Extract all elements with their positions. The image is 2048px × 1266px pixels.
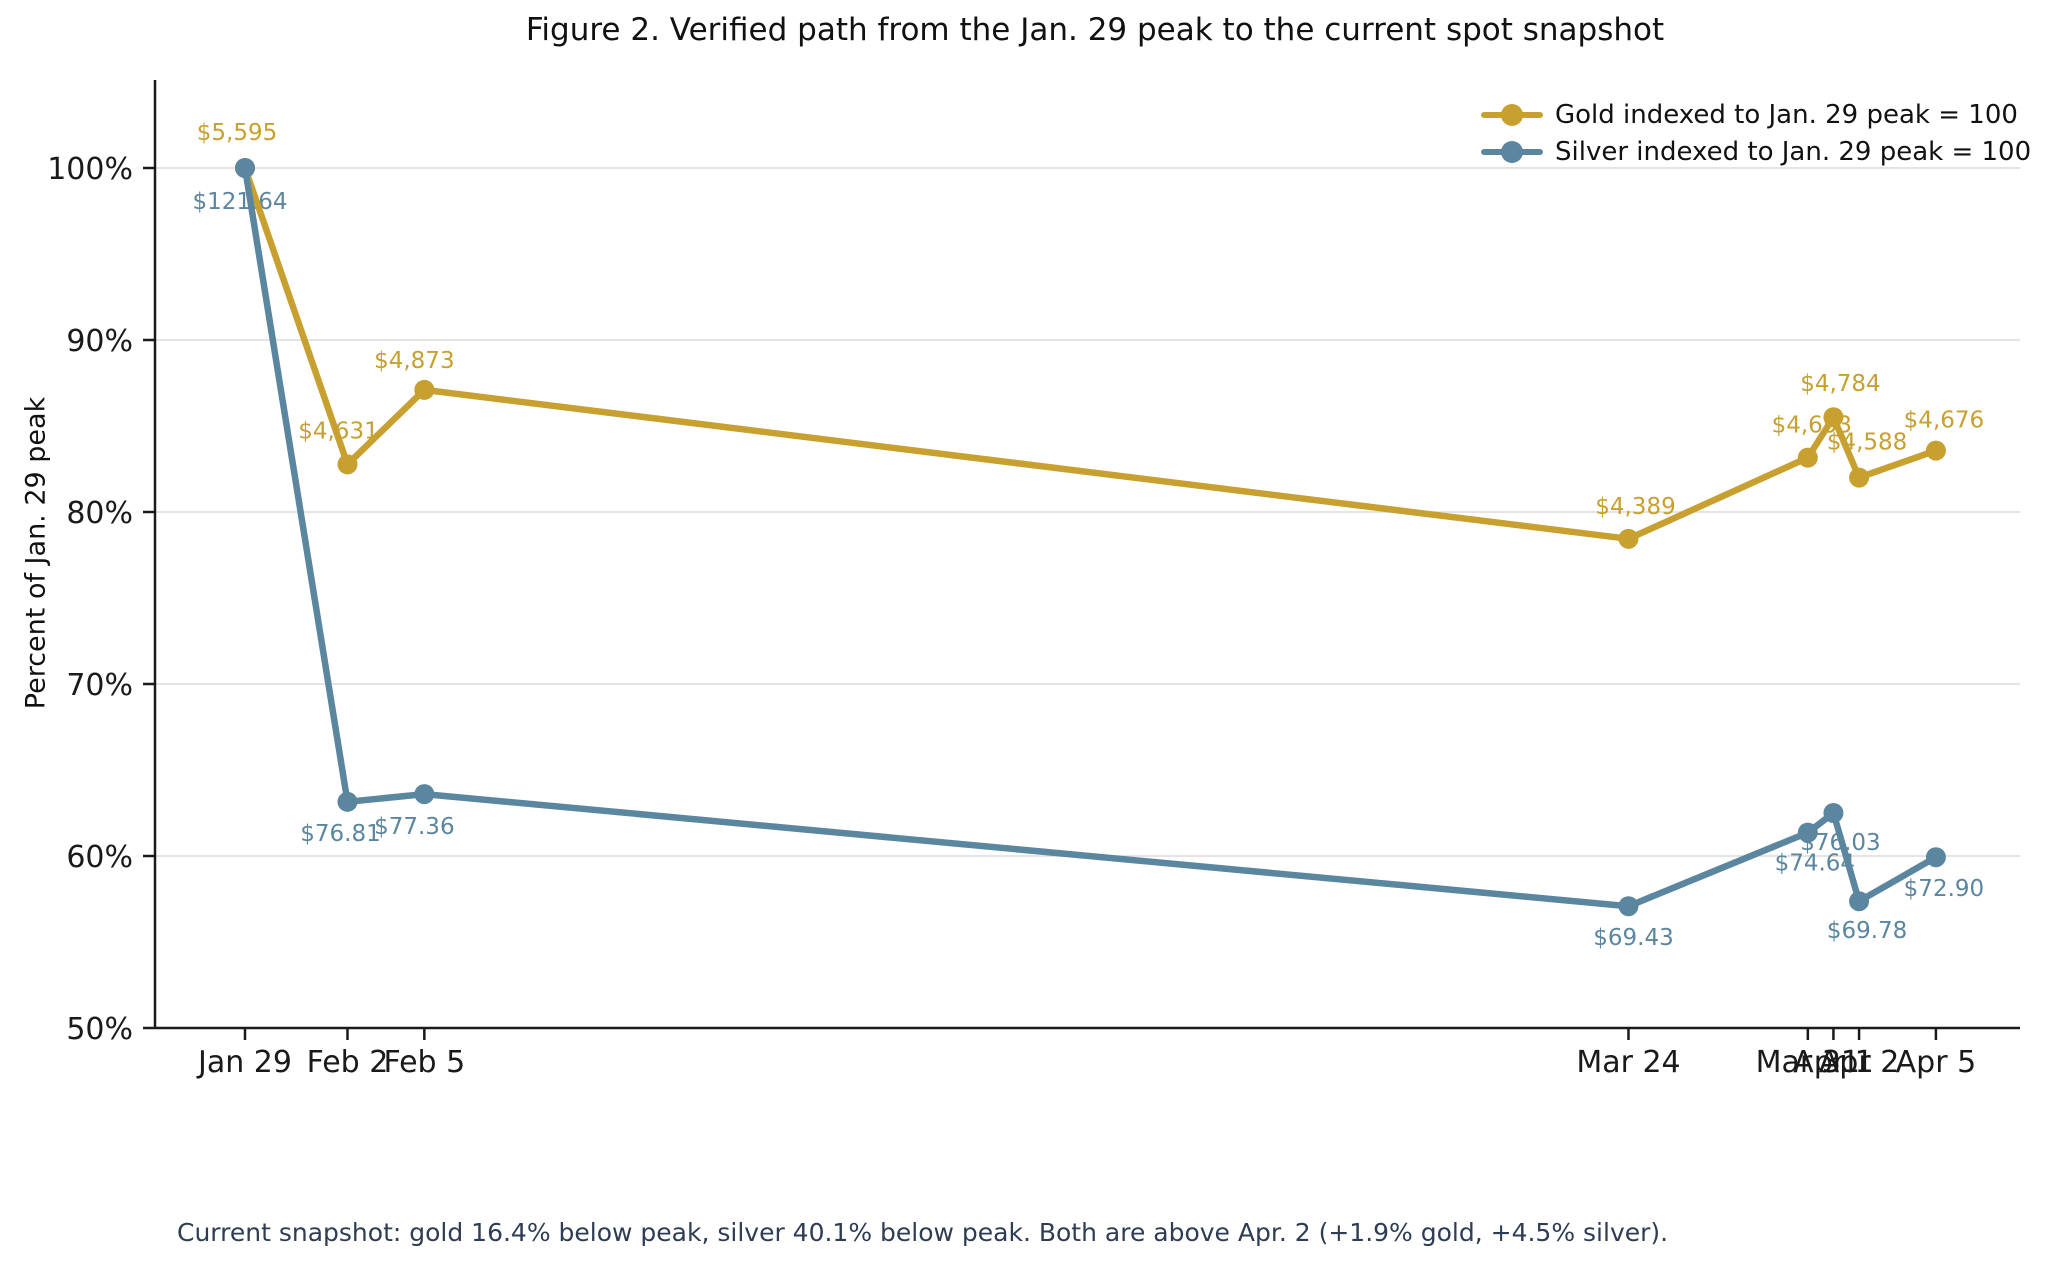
silver-point-label: $121.64 bbox=[192, 189, 287, 215]
legend-item-silver: Silver indexed to Jan. 29 peak = 100 bbox=[1481, 133, 2031, 170]
gold-point bbox=[1797, 447, 1818, 468]
silver-point-label: $72.90 bbox=[1904, 876, 1984, 902]
silver-series bbox=[235, 158, 1946, 917]
gold-point bbox=[337, 454, 358, 475]
silver-point-label: $69.43 bbox=[1593, 925, 1673, 951]
y-axis-label: Percent of Jan. 29 peak bbox=[20, 396, 52, 710]
gold-point-label: $4,784 bbox=[1800, 371, 1880, 397]
silver-point-label: $74.64 bbox=[1775, 851, 1855, 877]
gold-point bbox=[1618, 528, 1639, 549]
y-tick-label: 90% bbox=[66, 324, 133, 359]
x-tick-label: Apr 1 bbox=[1793, 1045, 1874, 1080]
silver-point bbox=[1823, 803, 1844, 823]
silver-point bbox=[414, 784, 435, 805]
legend-label-silver: Silver indexed to Jan. 29 peak = 100 bbox=[1555, 136, 2032, 167]
y-tick-label: 50% bbox=[66, 1012, 133, 1047]
silver-point bbox=[1849, 891, 1870, 912]
gold-point bbox=[1823, 407, 1844, 428]
x-tick-label: Apr 2 bbox=[1819, 1045, 1900, 1080]
gold-point-label: $5,595 bbox=[197, 120, 277, 146]
legend-item-gold: Gold indexed to Jan. 29 peak = 100 bbox=[1481, 96, 2031, 133]
gold-point bbox=[1849, 467, 1870, 488]
silver-line-swatch-icon bbox=[1481, 140, 1543, 163]
y-tick-label: 60% bbox=[66, 840, 133, 875]
gold-series bbox=[235, 158, 1946, 549]
gold-point-label: $4,389 bbox=[1595, 494, 1675, 520]
y-tick-label: 70% bbox=[66, 668, 133, 703]
silver-point-label: $77.36 bbox=[374, 814, 454, 840]
silver-point bbox=[235, 158, 255, 178]
x-tick-label: Apr 5 bbox=[1896, 1045, 1977, 1080]
gold-point bbox=[1925, 440, 1946, 461]
gold-point-label: $4,873 bbox=[374, 348, 454, 374]
legend-label-gold: Gold indexed to Jan. 29 peak = 100 bbox=[1555, 99, 2018, 130]
silver-point bbox=[1618, 896, 1639, 917]
point-labels: $5,595$4,631$4,873$4,389$4,653$4,784$4,5… bbox=[192, 120, 1984, 951]
gold-point bbox=[414, 379, 435, 400]
silver-point bbox=[337, 791, 358, 812]
silver-point bbox=[1925, 847, 1946, 868]
chart-title: Figure 2. Verified path from the Jan. 29… bbox=[525, 12, 1665, 48]
gold-point-label: $4,676 bbox=[1904, 408, 1984, 434]
x-tick-label: Mar 24 bbox=[1576, 1045, 1680, 1080]
gold-line-swatch-icon bbox=[1481, 103, 1543, 126]
gridlines bbox=[155, 167, 2020, 1029]
caption-text: Current snapshot: gold 16.4% below peak,… bbox=[177, 1218, 1669, 1247]
silver-point-label: $76.81 bbox=[300, 821, 380, 847]
y-tick-label: 100% bbox=[47, 152, 133, 187]
x-tick-label: Jan 29 bbox=[196, 1045, 292, 1080]
x-tick-label: Feb 2 bbox=[307, 1045, 389, 1080]
y-tick-label: 80% bbox=[66, 496, 133, 531]
legend: Gold indexed to Jan. 29 peak = 100 Silve… bbox=[1481, 96, 2031, 170]
silver-point bbox=[1797, 822, 1818, 843]
x-tick-label: Mar 31 bbox=[1756, 1045, 1860, 1080]
x-tick-label: Feb 5 bbox=[383, 1045, 465, 1080]
silver-point-label: $69.78 bbox=[1827, 918, 1907, 944]
